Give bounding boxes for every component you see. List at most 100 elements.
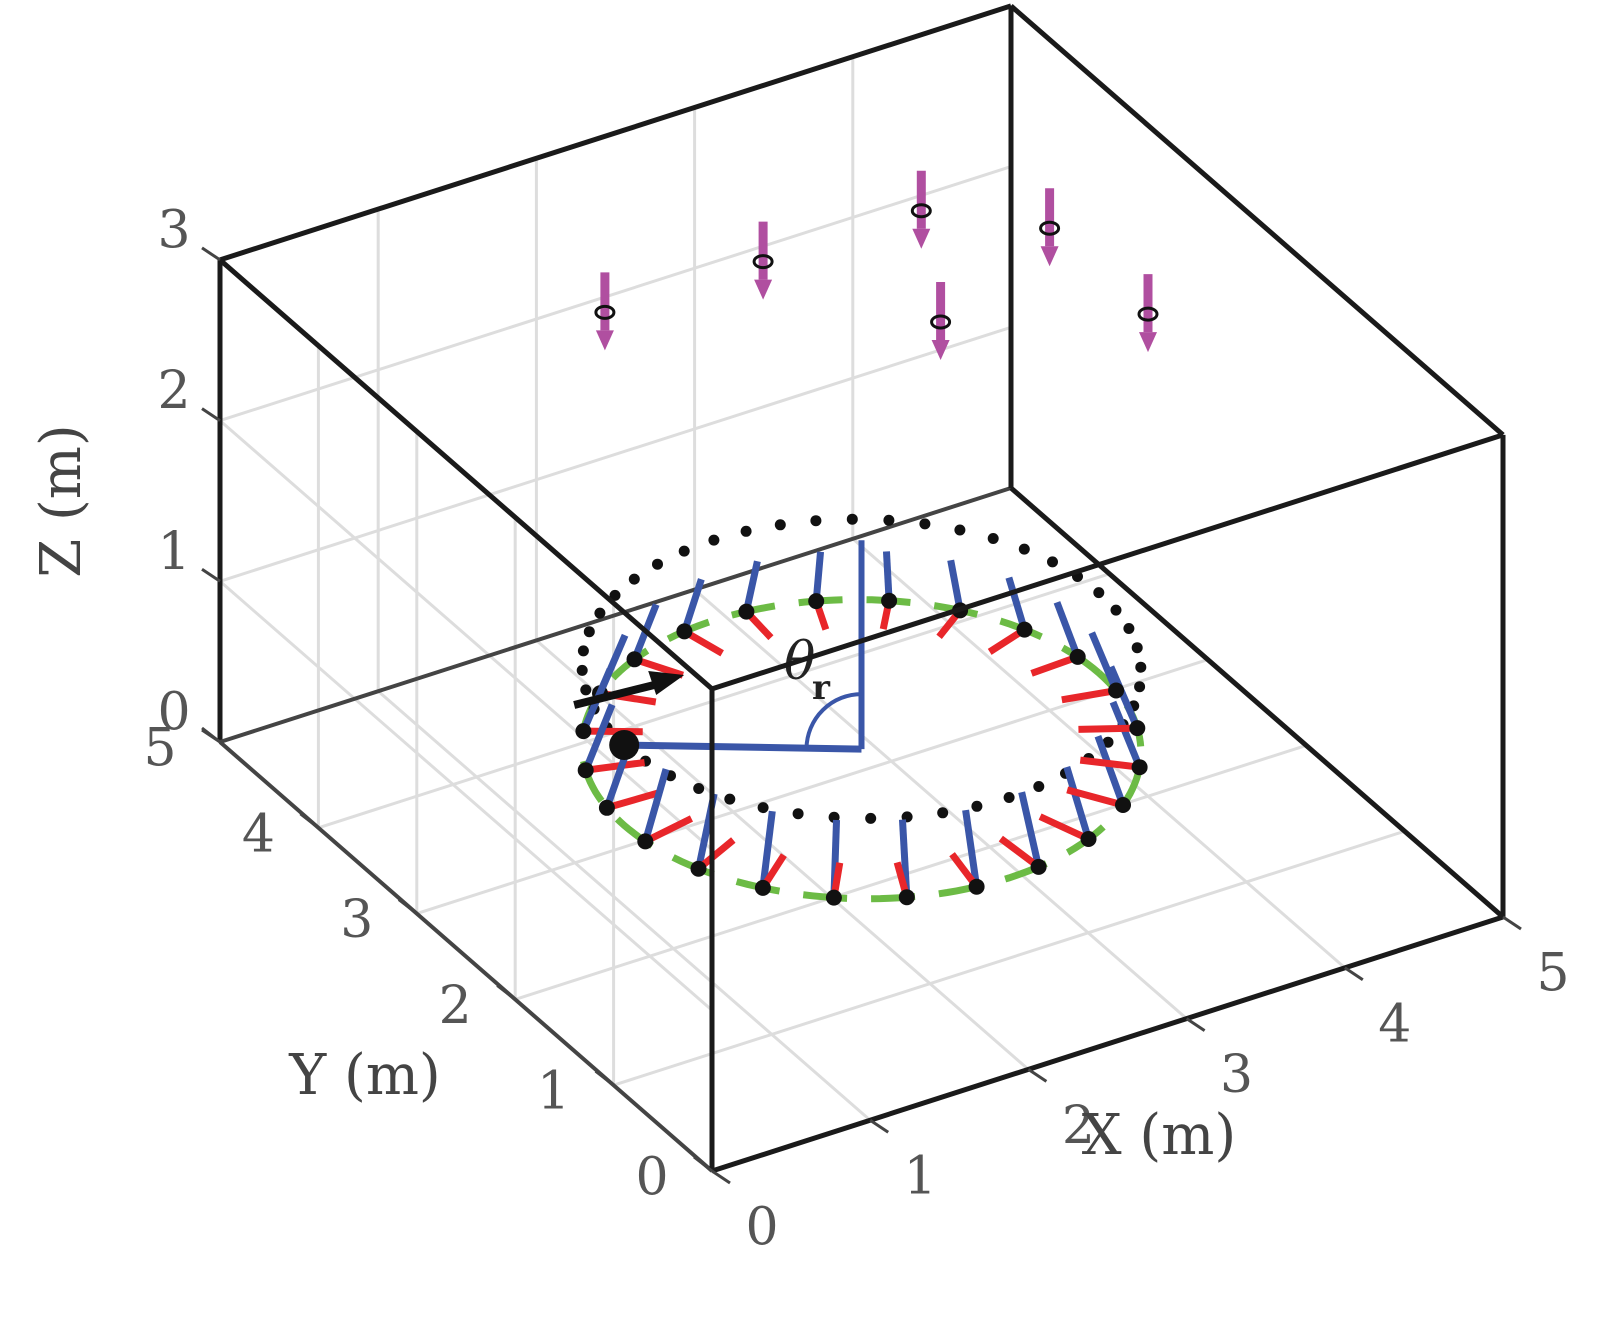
y-tick-label: 3	[340, 890, 373, 950]
z-tick-mark	[201, 246, 221, 262]
anchor-arrow-head	[912, 228, 931, 249]
orbit-point	[609, 589, 621, 601]
z-tick-mark	[201, 568, 221, 583]
orbit-point	[774, 519, 786, 531]
frame-edge	[711, 432, 1504, 692]
orbit-point	[1033, 781, 1045, 792]
body-axis-z	[1109, 700, 1143, 769]
body-axis-x	[605, 788, 663, 812]
frame-edge	[1009, 486, 1505, 919]
anchor-point	[594, 304, 616, 320]
anchor-arrow-head	[1139, 332, 1157, 353]
orbit-point	[757, 802, 769, 814]
vehicle-position	[577, 762, 594, 779]
floor-grid-y	[514, 743, 1307, 1001]
orbit-point	[1102, 736, 1114, 748]
tilt-angle-annotation: θ r	[784, 632, 831, 708]
anchor-point	[1039, 220, 1061, 236]
y-tick-mark	[397, 898, 418, 915]
vehicle-position	[676, 623, 693, 640]
x-axis-title: X (m)	[1082, 1103, 1236, 1168]
x-tick-label: 3	[1220, 1045, 1253, 1105]
orbit-point	[1134, 681, 1146, 693]
orbit-point	[583, 626, 595, 638]
body-axis-z	[759, 810, 776, 889]
body-axis-z	[641, 768, 670, 843]
vehicle-position	[690, 860, 707, 877]
orbit-point	[576, 664, 588, 676]
y-tick-label: 4	[242, 804, 275, 864]
anchor-arrow-head	[754, 279, 773, 300]
anchor-point	[752, 254, 774, 270]
y-tick-mark	[496, 984, 517, 1001]
body-axis-x	[1079, 756, 1141, 771]
orbit-point	[810, 515, 822, 527]
body-axis-x	[633, 655, 684, 679]
orbit-point	[652, 558, 663, 570]
x-tick-label: 2	[1062, 1096, 1095, 1156]
frame-edge	[711, 914, 1504, 1174]
orbit-point	[1123, 623, 1135, 634]
x-tick-label: 4	[1378, 994, 1411, 1054]
body-axis-z	[812, 551, 825, 602]
body-axis-x	[1066, 786, 1124, 809]
anchor-point	[930, 314, 952, 330]
vehicle-position	[1108, 682, 1125, 699]
orbit-point	[628, 573, 640, 585]
frame-edge	[219, 3, 1012, 263]
orbit-point	[1047, 556, 1058, 568]
body-axis-z	[1107, 665, 1141, 730]
vehicle-position	[968, 878, 985, 895]
x-tick-label: 0	[745, 1198, 778, 1258]
z-tick-label: 0	[157, 683, 190, 743]
reference-circle	[578, 596, 1145, 903]
x-tick-mark	[1027, 1068, 1048, 1083]
z-tick-mark	[201, 407, 221, 422]
vehicle-position	[825, 889, 842, 906]
vehicle-position	[754, 879, 771, 896]
orbit-point	[724, 793, 736, 805]
velocity-arrow-shaft	[573, 681, 656, 709]
floor-grid-x	[851, 537, 1346, 969]
vehicle-position	[738, 603, 755, 620]
orbit-point	[987, 533, 999, 544]
x-tick-mark	[869, 1118, 890, 1134]
body-axis-z	[742, 560, 761, 613]
frame-edge	[1009, 4, 1505, 437]
body-axis-x	[643, 815, 694, 845]
vehicle-position	[1115, 797, 1131, 813]
z-tick-label: 2	[157, 361, 190, 421]
anchor-arrow-head	[1040, 246, 1059, 267]
body-axis-x	[1038, 813, 1090, 843]
y-tick-label: 0	[635, 1148, 668, 1208]
x-tick-label: 1	[904, 1147, 937, 1207]
orbit-point	[865, 812, 877, 824]
y-tick-label: 2	[439, 976, 472, 1036]
left-wall-grid-z	[219, 580, 713, 1012]
orbit-point	[708, 534, 720, 546]
orbit-point	[919, 518, 931, 530]
body-axis-z	[947, 559, 964, 612]
y-axis-title: Y (m)	[288, 1043, 441, 1108]
body-axis-z	[1005, 576, 1028, 631]
frame-edge	[218, 258, 714, 691]
grid-lines	[219, 56, 1406, 1122]
anchor-point	[1137, 306, 1159, 322]
x-tick-mark	[1502, 915, 1522, 931]
y-tick-label: 5	[143, 719, 176, 779]
y-tick-mark	[594, 1070, 615, 1087]
body-axis-z	[962, 809, 981, 888]
orbit-point	[954, 524, 966, 536]
anchor-arrow-head	[595, 330, 614, 351]
orbit-point	[740, 525, 752, 537]
vehicle-position	[898, 889, 915, 906]
orbit-point	[971, 800, 983, 812]
back-wall-grid-z	[219, 165, 1012, 423]
velocity-arrow-head	[648, 671, 685, 695]
orbit-point	[937, 807, 949, 819]
body-axis-z	[1088, 631, 1120, 692]
vehicle-position	[598, 799, 615, 816]
vehicle-position	[1131, 759, 1148, 776]
